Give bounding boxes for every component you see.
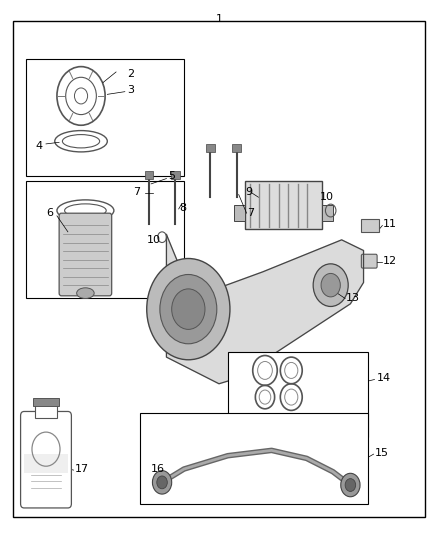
Text: 4: 4 [35,141,42,151]
FancyBboxPatch shape [21,411,71,508]
Text: 13: 13 [346,293,360,303]
Text: 6: 6 [46,208,53,218]
Text: 12: 12 [383,256,397,266]
Text: 16: 16 [151,464,165,474]
Text: 2: 2 [127,69,134,79]
Text: 7: 7 [134,187,141,197]
Bar [322,205,333,221]
Text: 15: 15 [374,448,389,458]
Text: 5: 5 [169,171,176,181]
Circle shape [341,473,360,497]
Bar [145,171,153,179]
Bar [232,144,241,152]
Bar [234,205,245,221]
Bar [26,181,184,298]
Circle shape [152,471,172,494]
Text: 11: 11 [383,219,397,229]
Bar [140,413,368,504]
Circle shape [313,264,348,306]
Text: 17: 17 [74,464,88,474]
Ellipse shape [77,288,94,298]
Bar [245,181,322,229]
Polygon shape [166,235,364,384]
Text: 10: 10 [320,192,334,202]
Bar [24,454,68,473]
Circle shape [160,274,217,344]
Bar [33,398,59,406]
FancyBboxPatch shape [361,254,377,268]
FancyBboxPatch shape [59,213,112,296]
Bar [35,405,57,418]
Bar [228,352,368,437]
Bar [206,144,215,152]
Text: 14: 14 [377,373,391,383]
Bar [26,59,184,176]
Circle shape [345,479,356,491]
Text: 8: 8 [180,203,187,213]
Circle shape [321,273,340,297]
Circle shape [172,289,205,329]
Text: 1: 1 [215,14,223,23]
Bar [171,171,180,179]
Text: 7: 7 [247,208,254,218]
Text: 10: 10 [147,235,161,245]
Text: 9: 9 [245,187,252,197]
Circle shape [147,259,230,360]
Circle shape [157,476,167,489]
Text: 3: 3 [127,85,134,95]
Bar [361,219,379,232]
